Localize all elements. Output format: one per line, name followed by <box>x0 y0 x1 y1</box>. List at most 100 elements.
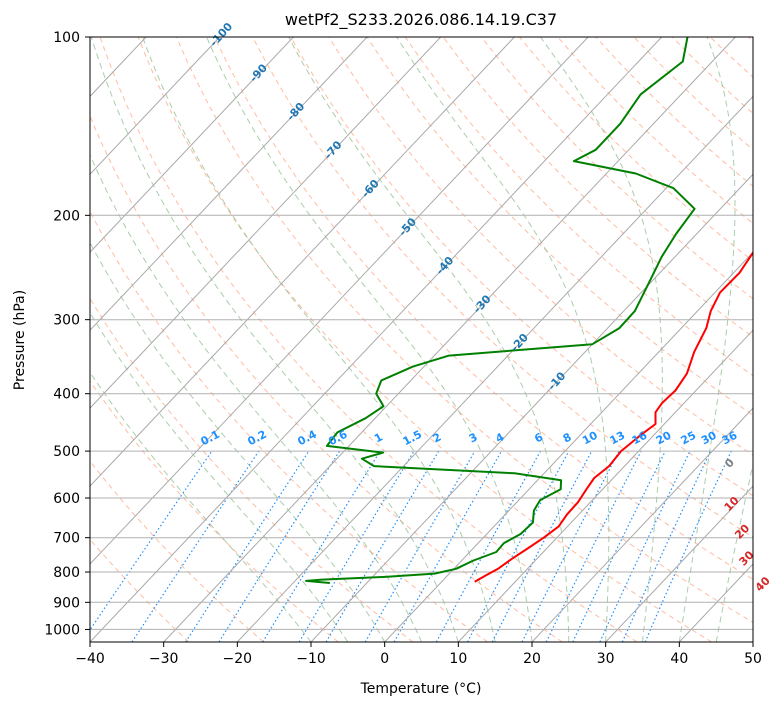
moist-adiabat <box>752 639 753 642</box>
moist-adiabat-label: 10 <box>722 494 742 514</box>
x-tick-label: 30 <box>597 651 615 667</box>
x-tick-label: 20 <box>523 651 541 667</box>
mixing-ratio-label: 16 <box>630 429 650 448</box>
y-axis: 100 200 300 400 500 600 700 800 900 1000 <box>44 30 90 638</box>
moist-adiabat <box>206 37 533 642</box>
mixing-ratio-line <box>435 450 541 642</box>
dry-adiabat <box>709 37 753 78</box>
x-tick-label: −40 <box>75 651 105 667</box>
isotherm <box>0 37 72 642</box>
isotherm <box>90 37 663 642</box>
isotherm <box>90 37 442 409</box>
dry-adiabat <box>90 114 563 642</box>
x-axis-label: Temperature (°C) <box>360 681 482 697</box>
y-tick-label: 500 <box>53 444 80 460</box>
dewpoint-profile <box>305 37 696 584</box>
moist-adiabat <box>90 311 349 642</box>
y-tick-label: 600 <box>53 491 80 507</box>
mixing-ratio-label: 0.4 <box>295 428 319 449</box>
moist-adiabat-label: 30 <box>737 548 757 568</box>
mixing-ratio-line <box>621 450 712 642</box>
mixing-ratio-label: 3 <box>467 430 480 445</box>
dry-adiabat <box>99 37 638 642</box>
y-axis-label: Pressure (hPa) <box>12 290 28 390</box>
y-tick-label: 800 <box>53 565 80 581</box>
isotherm <box>384 251 753 642</box>
dry-adiabat-label: -100 <box>207 20 235 49</box>
mixing-ratio-label: 1.5 <box>401 428 424 449</box>
y-tick-label: 300 <box>53 313 80 329</box>
y-tick-label: 400 <box>53 387 80 403</box>
dry-adiabat <box>137 37 712 642</box>
dry-adiabat <box>175 37 753 623</box>
pressure-grid <box>90 37 753 630</box>
x-tick-label: −20 <box>223 651 253 667</box>
mixing-ratio-label: 36 <box>720 429 740 448</box>
dry-adiabat <box>633 37 753 151</box>
isotherm <box>236 95 753 642</box>
mixing-ratio-line <box>521 450 620 642</box>
mixing-ratio-label: 0.2 <box>245 428 268 449</box>
mixing-ratio-line <box>262 450 381 642</box>
mixing-ratio-line <box>90 450 213 631</box>
moist-adiabat-label: 40 <box>753 574 773 594</box>
mixing-ratio-label: 20 <box>654 429 674 448</box>
isotherm <box>457 329 753 642</box>
y-tick-label: 700 <box>53 531 80 547</box>
dry-adiabat <box>90 297 414 642</box>
chart-title: wetPf2_S233.2026.086.14.19.C37 <box>285 10 557 30</box>
isotherm <box>310 173 753 642</box>
dry-adiabat <box>519 37 753 262</box>
dry-adiabat <box>366 37 753 416</box>
isotherm <box>605 485 753 642</box>
moist-adiabat <box>715 461 753 642</box>
mixing-ratio-label: 25 <box>679 429 699 448</box>
mixing-ratio-line <box>185 450 310 642</box>
dry-adiabat <box>252 37 753 538</box>
isotherm <box>531 407 753 642</box>
mixing-ratio-label: 0.6 <box>326 428 350 449</box>
moist-adiabat <box>540 37 663 642</box>
mixing-ratio-line <box>131 450 260 642</box>
mixing-ratio-label: 13 <box>608 429 628 448</box>
x-tick-label: −30 <box>149 651 179 667</box>
isotherm <box>90 37 589 565</box>
dry-adiabat <box>328 37 753 456</box>
mixing-ratio-label: 30 <box>699 429 719 448</box>
x-tick-label: 50 <box>744 651 762 667</box>
isotherm <box>90 37 294 253</box>
moist-adiabat <box>396 37 610 642</box>
mixing-ratio-line <box>572 450 666 642</box>
dry-adiabat <box>747 37 753 42</box>
dry-adiabat <box>404 37 753 377</box>
moist-adiabat <box>90 37 459 642</box>
x-tick-label: −10 <box>296 651 326 667</box>
mixing-ratio-label: 10 <box>580 429 600 448</box>
mixing-ratio-label: 0.1 <box>199 428 222 449</box>
moist-adiabat <box>142 37 496 642</box>
isotherm <box>752 641 753 642</box>
mixing-ratio-label: 1 <box>372 430 385 445</box>
x-tick-label: 40 <box>670 651 688 667</box>
dry-adiabat <box>214 37 753 580</box>
x-axis: −40 −30 −20 −10 0 10 20 30 40 50 <box>75 642 762 667</box>
dry-adiabat <box>90 460 264 642</box>
background-lines <box>0 37 753 642</box>
isotherm <box>90 37 221 175</box>
mixing-ratio-line <box>364 450 476 642</box>
y-tick-label: 100 <box>53 30 80 46</box>
y-tick-label: 1000 <box>44 622 80 638</box>
mixing-ratio-line <box>599 450 691 642</box>
sounding-profiles <box>305 37 753 584</box>
x-tick-label: 10 <box>449 651 467 667</box>
mixing-ratio-line <box>325 450 440 642</box>
isotherm <box>90 37 368 331</box>
mixing-ratio-label: 2 <box>431 430 444 445</box>
plot-frame <box>89 36 754 643</box>
dry-adiabat <box>90 210 488 642</box>
y-tick-label: 900 <box>53 595 80 611</box>
moist-adiabat <box>288 37 570 642</box>
moist-adiabat-label: 0 <box>722 456 737 471</box>
isotherm <box>163 37 736 642</box>
